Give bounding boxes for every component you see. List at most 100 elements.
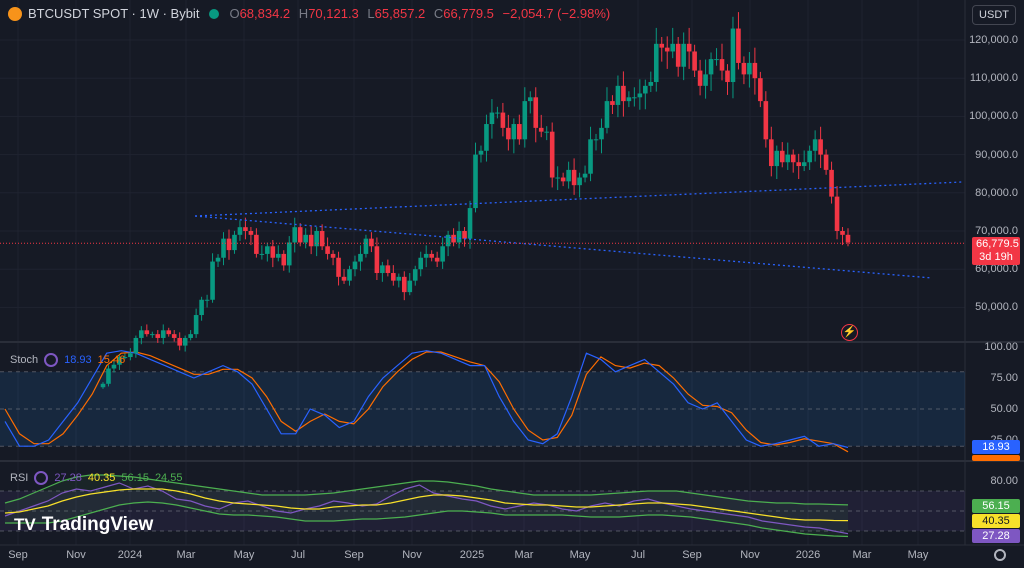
candle-body: [380, 265, 385, 274]
candle-body: [248, 231, 254, 235]
time-axis-label: Sep: [8, 549, 28, 561]
candle-body: [840, 231, 845, 235]
candle-body: [117, 357, 122, 365]
settings-gear-icon[interactable]: [994, 549, 1006, 561]
candle-body: [139, 330, 144, 338]
candle-body: [303, 234, 308, 243]
candle-body: [763, 101, 769, 140]
time-axis-label: 2026: [795, 549, 821, 561]
stoch-axis-100: 100.00: [984, 341, 1018, 353]
candle-body: [599, 127, 604, 140]
candle-body: [533, 97, 539, 128]
candle-body: [632, 97, 637, 99]
candle-body: [495, 112, 500, 114]
candle-body: [478, 150, 484, 155]
candle-body: [347, 269, 352, 281]
rsi-name: RSI: [10, 472, 29, 484]
stoch-k-value: 18.93: [64, 354, 92, 366]
candle-body: [210, 261, 215, 300]
candle-body: [237, 227, 243, 235]
rsi-upper-value: 56.15: [121, 472, 149, 484]
price-axis-label: 70,000.0: [975, 225, 1018, 237]
candle-body: [150, 334, 155, 336]
rsi-bb-upper: [4, 474, 849, 506]
price-axis-label: 60,000.0: [975, 263, 1018, 276]
candle-body: [582, 173, 588, 178]
candle-body: [549, 131, 555, 178]
time-axis-label: May: [233, 549, 255, 561]
candle-body: [604, 101, 610, 128]
tradingview-watermark: TV TradingView: [14, 514, 153, 536]
indicator-source-icon: [34, 471, 49, 485]
candle-body: [297, 227, 303, 243]
time-axis-label: Nov: [740, 549, 760, 561]
candle-body: [122, 357, 128, 359]
candle-body: [659, 43, 665, 48]
indicator-source-icon: [44, 353, 59, 367]
candle-body: [133, 337, 139, 354]
candle-body: [741, 62, 747, 75]
stoch-legend[interactable]: Stoch 18.93 15.46: [10, 353, 125, 367]
candle-body: [527, 97, 533, 102]
candle-body: [106, 368, 111, 384]
time-axis-label: Nov: [402, 549, 422, 561]
candle-body: [254, 234, 259, 254]
candle-body: [769, 139, 774, 167]
candle-body: [506, 127, 511, 140]
time-axis-label: Mar: [852, 549, 872, 561]
candle-body: [412, 269, 418, 281]
stoch-k-tag: 18.93: [972, 440, 1020, 454]
candle-body: [796, 162, 801, 167]
candle-body: [588, 139, 593, 174]
candle-body: [429, 253, 434, 258]
tradingview-logo-icon: TV: [14, 515, 36, 534]
time-axis-label: Jul: [290, 549, 306, 561]
market-status-icon: [209, 8, 220, 19]
candle-body: [517, 124, 522, 140]
stoch-d-value: 15.46: [97, 354, 126, 366]
price-axis-label: 90,000.0: [975, 148, 1018, 161]
candle-body: [593, 139, 599, 141]
candle-body: [610, 101, 615, 105]
symbol-header: BTCUSDT SPOT · 1W · Bybit O68,834.2 H70,…: [8, 6, 615, 21]
time-axis-label: Sep: [344, 549, 364, 561]
candle-body: [708, 59, 714, 75]
candle-body: [177, 337, 182, 346]
candle-body: [188, 334, 193, 338]
candle-body: [456, 231, 462, 243]
rsi-axis-80: 80.00: [990, 475, 1018, 487]
candle-body: [325, 246, 330, 254]
candle-body: [462, 231, 467, 239]
candle-body: [281, 253, 287, 266]
candle-body: [571, 169, 577, 186]
bitcoin-icon: [8, 6, 22, 21]
currency-button[interactable]: USDT: [972, 5, 1016, 25]
candle-body: [736, 28, 741, 63]
candle-body: [807, 150, 812, 163]
candle-body: [560, 177, 566, 182]
rsi-bb-lower: [5, 501, 849, 538]
candle-body: [643, 85, 648, 94]
candle-body: [467, 208, 473, 239]
symbol-title[interactable]: BTCUSDT SPOT · 1W · Bybit: [28, 6, 200, 21]
candle-body: [434, 257, 440, 262]
rsi-lower-value: 24.55: [154, 472, 183, 484]
candle-body: [681, 43, 686, 67]
lightning-alert-icon[interactable]: ⚡: [841, 324, 858, 341]
rsi-tag: 27.28: [972, 529, 1020, 543]
rsi-legend[interactable]: RSI 27.28 40.35 56.15 24.55: [10, 471, 182, 485]
candle-body: [391, 273, 396, 281]
stoch-axis-75: 75.00: [990, 372, 1018, 384]
candle-body: [182, 337, 188, 346]
price-axis-label: 80,000.0: [975, 186, 1018, 199]
candle-body: [648, 82, 654, 86]
rsi-value: 27.28: [54, 472, 82, 484]
time-axis-label: Jul: [630, 549, 646, 561]
candle-body: [423, 253, 429, 258]
time-axis-label: 2025: [459, 549, 485, 561]
candle-body: [199, 299, 204, 316]
candle-body: [314, 231, 319, 247]
candle-body: [621, 85, 626, 102]
high-value: 70,121.3: [308, 6, 359, 21]
